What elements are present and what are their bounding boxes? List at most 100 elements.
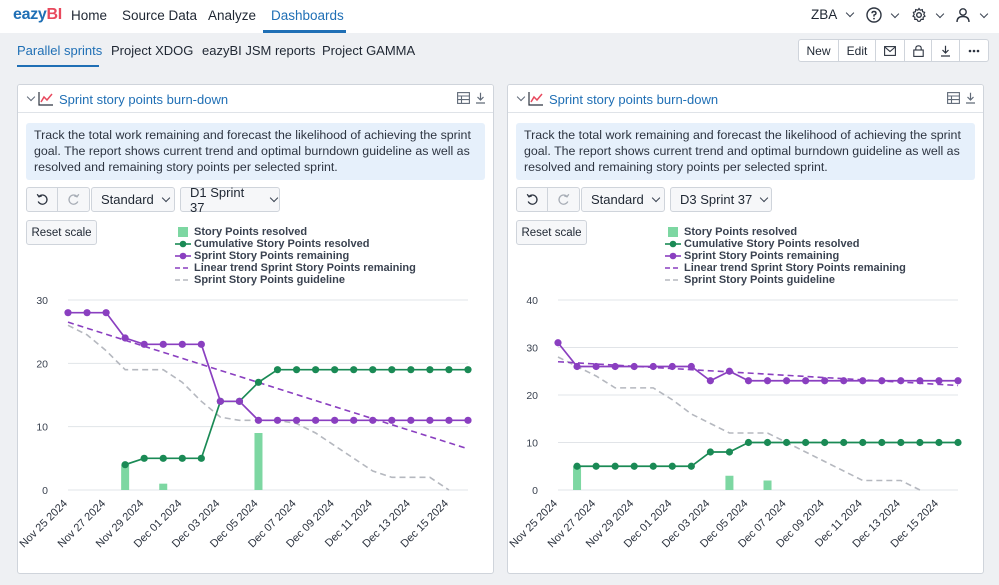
download-icon[interactable] <box>475 92 486 104</box>
cumulative-resolved-point[interactable] <box>407 366 415 374</box>
remaining-point[interactable] <box>178 340 186 348</box>
remaining-point[interactable] <box>197 340 205 348</box>
legend-item[interactable]: Story Points resolved <box>175 226 416 238</box>
remaining-point[interactable] <box>744 377 753 385</box>
cumulative-resolved-point[interactable] <box>197 454 205 462</box>
remaining-point[interactable] <box>592 362 600 371</box>
remaining-point[interactable] <box>140 340 148 348</box>
cumulative-resolved-point[interactable] <box>878 438 886 447</box>
cumulative-resolved-point[interactable] <box>369 366 377 374</box>
remaining-point[interactable] <box>782 377 791 385</box>
remaining-line[interactable] <box>557 342 958 382</box>
remaining-point[interactable] <box>897 377 905 385</box>
bar-story-points-resolved[interactable] <box>725 475 734 490</box>
cumulative-resolved-point[interactable] <box>273 366 282 374</box>
nav-analyze[interactable]: Analyze <box>208 8 257 23</box>
legend-item[interactable]: Sprint Story Points guideline <box>175 274 416 286</box>
cumulative-resolved-point[interactable] <box>744 438 753 447</box>
cumulative-resolved-point[interactable] <box>426 366 434 374</box>
cumulative-resolved-point[interactable] <box>292 366 301 374</box>
remaining-point[interactable] <box>821 377 829 385</box>
cumulative-resolved-point[interactable] <box>312 366 320 374</box>
cumulative-resolved-point[interactable] <box>592 462 600 470</box>
help-menu[interactable] <box>866 7 900 23</box>
table-view-icon[interactable] <box>457 92 470 104</box>
remaining-point[interactable] <box>668 362 676 371</box>
redo-button[interactable] <box>548 188 579 211</box>
remaining-point[interactable] <box>407 416 415 424</box>
remaining-point[interactable] <box>83 309 91 317</box>
eazybi-logo[interactable]: eazyBI <box>13 6 62 23</box>
cumulative-resolved-point[interactable] <box>254 378 263 386</box>
remaining-point[interactable] <box>350 416 358 424</box>
download-icon[interactable] <box>965 92 976 104</box>
remaining-point[interactable] <box>611 362 619 371</box>
remaining-point[interactable] <box>235 397 244 405</box>
email-button[interactable] <box>876 40 905 61</box>
remaining-point[interactable] <box>859 377 867 385</box>
remaining-point[interactable] <box>878 377 886 385</box>
undo-button[interactable] <box>517 188 548 211</box>
remaining-point[interactable] <box>935 377 943 385</box>
report-title[interactable]: Sprint story points burn-down <box>59 92 229 107</box>
table-view-icon[interactable] <box>947 92 960 104</box>
cumulative-resolved-point[interactable] <box>445 366 453 374</box>
remaining-point[interactable] <box>216 397 224 405</box>
tab-parallel-sprints[interactable]: Parallel sprints <box>17 43 103 58</box>
cumulative-resolved-point[interactable] <box>388 366 396 374</box>
reset-scale-button[interactable]: Reset scale <box>26 220 97 245</box>
export-button[interactable] <box>932 40 960 61</box>
bar-story-points-resolved[interactable] <box>254 433 263 490</box>
remaining-point[interactable] <box>687 362 695 371</box>
account-selector[interactable]: ZBA <box>811 7 855 22</box>
reset-scale-button[interactable]: Reset scale <box>516 220 587 245</box>
nav-dashboards[interactable]: Dashboards <box>271 8 344 23</box>
remaining-point[interactable] <box>916 377 924 385</box>
cumulative-resolved-point[interactable] <box>821 438 829 447</box>
bar-story-points-resolved[interactable] <box>763 480 772 491</box>
remaining-point[interactable] <box>630 362 638 371</box>
redo-button[interactable] <box>58 188 89 211</box>
more-button[interactable] <box>960 40 988 61</box>
cumulative-resolved-point[interactable] <box>687 462 695 470</box>
legend-item[interactable]: Cumulative Story Points resolved <box>175 238 416 250</box>
cumulative-resolved-point[interactable] <box>121 461 129 469</box>
remaining-point[interactable] <box>254 416 263 424</box>
cumulative-resolved-point[interactable] <box>725 448 734 456</box>
remaining-point[interactable] <box>64 309 72 317</box>
legend-item[interactable]: Sprint Story Points remaining <box>665 250 906 262</box>
cumulative-resolved-point[interactable] <box>331 366 339 374</box>
remaining-point[interactable] <box>763 377 772 385</box>
collapse-chevron-icon[interactable] <box>26 92 36 102</box>
new-button[interactable]: New <box>799 40 839 61</box>
tab-eazybi-jsm-reports[interactable]: eazyBI JSM reports <box>202 43 316 58</box>
cumulative-resolved-point[interactable] <box>668 462 676 470</box>
settings-menu[interactable] <box>911 7 945 23</box>
cumulative-resolved-point[interactable] <box>916 438 924 447</box>
remaining-point[interactable] <box>445 416 453 424</box>
undo-button[interactable] <box>27 188 58 211</box>
remaining-point[interactable] <box>273 416 282 424</box>
cumulative-resolved-point[interactable] <box>178 454 186 462</box>
legend-item[interactable]: Cumulative Story Points resolved <box>665 238 906 250</box>
remaining-point[interactable] <box>649 362 657 371</box>
remaining-point[interactable] <box>706 377 714 385</box>
cumulative-resolved-point[interactable] <box>630 462 638 470</box>
report-title[interactable]: Sprint story points burn-down <box>549 92 719 107</box>
cumulative-resolved-point[interactable] <box>859 438 867 447</box>
cumulative-resolved-point[interactable] <box>573 462 581 470</box>
cumulative-resolved-point[interactable] <box>464 366 472 374</box>
remaining-point[interactable] <box>573 362 581 371</box>
legend-item[interactable]: Linear trend Sprint Story Points remaini… <box>175 262 416 274</box>
remaining-point[interactable] <box>840 377 848 385</box>
cumulative-resolved-point[interactable] <box>350 366 358 374</box>
remaining-point[interactable] <box>388 416 396 424</box>
nav-home[interactable]: Home <box>71 8 108 23</box>
cumulative-resolved-point[interactable] <box>611 462 619 470</box>
remaining-line[interactable] <box>68 311 468 422</box>
edit-button[interactable]: Edit <box>839 40 876 61</box>
cumulative-resolved-point[interactable] <box>159 454 167 462</box>
view-select[interactable]: Standard <box>581 187 665 212</box>
cumulative-resolved-point[interactable] <box>763 438 772 447</box>
bar-story-points-resolved[interactable] <box>121 464 130 490</box>
